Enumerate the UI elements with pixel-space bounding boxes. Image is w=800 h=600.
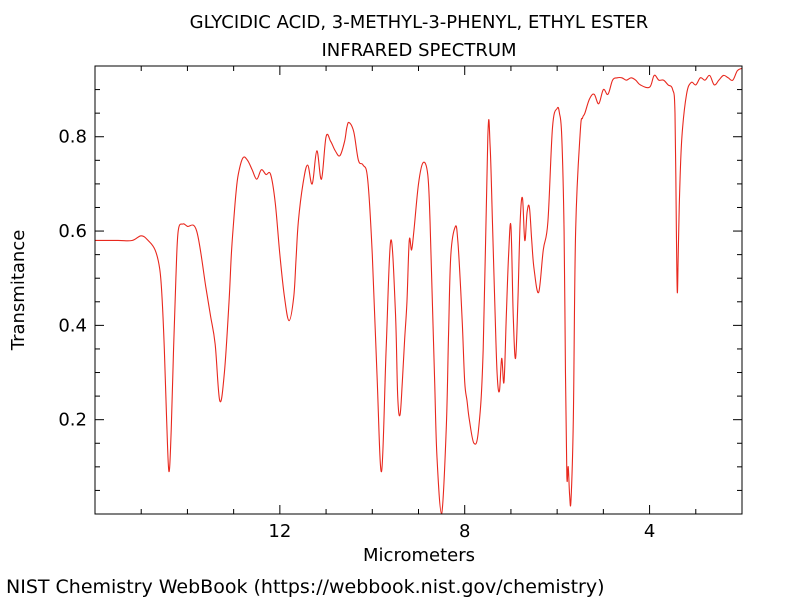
plot-frame <box>94 65 743 515</box>
axis-ticks <box>94 66 743 514</box>
chart-title: GLYCIDIC ACID, 3-METHYL-3-PHENYL, ETHYL … <box>190 12 649 33</box>
chart-subtitle: INFRARED SPECTRUM <box>321 40 516 61</box>
x-tick-label: 12 <box>268 521 291 542</box>
x-tick-label: 8 <box>459 521 470 542</box>
y-tick-label: 0.4 <box>58 315 87 336</box>
y-axis-label: Transmitance <box>8 230 29 352</box>
x-tick-label: 4 <box>644 521 655 542</box>
source-credit: NIST Chemistry WebBook (https://webbook.… <box>6 576 605 598</box>
transmittance-line <box>95 67 743 515</box>
y-tick-label: 0.8 <box>58 127 87 148</box>
y-tick-label: 0.2 <box>58 410 87 431</box>
x-axis-label: Micrometers <box>363 545 475 566</box>
y-tick-label: 0.6 <box>58 221 87 242</box>
axis-tick-labels: 12 8 4 0.2 0.4 0.6 0.8 <box>58 127 655 542</box>
